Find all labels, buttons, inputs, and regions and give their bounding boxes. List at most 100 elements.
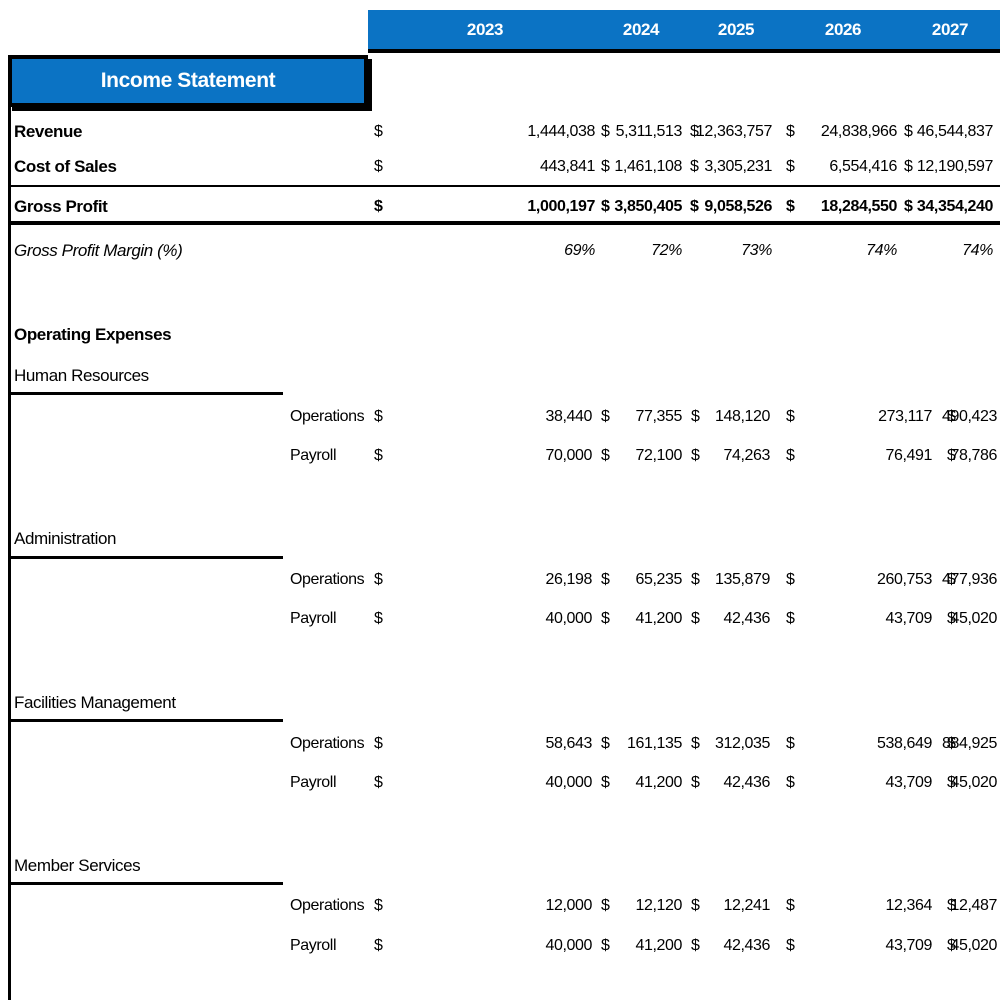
currency-symbol: $: [786, 198, 795, 215]
table-row-cost-of-sales: Cost of Sales $ 443,841 $ 1,461,108 $ 3,…: [0, 152, 1000, 182]
group-underline: [8, 392, 283, 395]
cell-value-2026: 273,117: [878, 408, 932, 425]
currency-symbol: $: [691, 610, 700, 627]
cell-value-2026: 74%: [866, 242, 897, 259]
currency-symbol: $: [947, 408, 956, 425]
cell-value-2024: 41,200: [635, 610, 682, 627]
section-heading-operating-expenses: Operating Expenses: [0, 320, 1000, 350]
row-label: Cost of Sales: [14, 157, 117, 176]
row-label: Payroll: [290, 774, 337, 791]
table-row-gross-profit: Gross Profit $ 1,000,197 $ 3,850,405 $ 9…: [0, 192, 1000, 222]
cell-value-2026: 6,554,416: [829, 158, 897, 175]
row-label: Payroll: [290, 447, 337, 464]
year-header-2023: 2023: [466, 20, 504, 39]
cell-value-2025: 312,035: [714, 735, 770, 752]
cell-value-2024: 12,120: [635, 897, 682, 914]
cell-value-2024: 1,461,108: [614, 158, 682, 175]
row-label: Gross Profit Margin (%): [14, 241, 183, 260]
currency-symbol: $: [374, 447, 383, 464]
section-heading-label: Operating Expenses: [14, 325, 172, 344]
cell-value-2027: 45,020: [950, 937, 997, 954]
group-underline: [8, 556, 283, 559]
table-row-revenue: Revenue $ 1,444,038 $ 5,311,513 $ 12,363…: [0, 117, 1000, 147]
currency-symbol: $: [786, 447, 795, 464]
row-label: Operations: [290, 408, 365, 425]
currency-symbol: $: [691, 937, 700, 954]
cell-value-2024: 65,235: [635, 571, 682, 588]
cell-value-2027: 12,487: [950, 897, 997, 914]
cell-value-2024: 41,200: [635, 937, 682, 954]
row-label: Operations: [290, 897, 365, 914]
currency-symbol: $: [374, 735, 383, 752]
cell-value-2026: 18,284,550: [820, 198, 897, 215]
cell-value-2025: 42,436: [723, 774, 770, 791]
cell-value-2024: 77,355: [635, 408, 682, 425]
currency-symbol: $: [786, 610, 795, 627]
cell-value-2027: 46,544,837: [916, 123, 993, 140]
cell-value-2026: 24,838,966: [820, 123, 897, 140]
table-row-admin-operations: Operations $ 26,198 $ 65,235 $ 135,879 $…: [0, 565, 1000, 595]
currency-symbol: $: [374, 198, 383, 215]
cell-value-2026: 260,753: [876, 571, 932, 588]
year-header-2025: 2025: [717, 20, 755, 39]
year-header-2026: 2026: [824, 20, 862, 39]
table-row-member-operations: Operations $ 12,000 $ 12,120 $ 12,241 $ …: [0, 891, 1000, 921]
cell-value-2026: 538,649: [876, 735, 932, 752]
cell-value-2025: 73%: [741, 242, 772, 259]
currency-symbol: $: [690, 123, 699, 140]
cell-value-2023: 69%: [564, 242, 595, 259]
currency-symbol: $: [691, 735, 700, 752]
currency-symbol: $: [374, 158, 383, 175]
cell-value-2026: 43,709: [885, 937, 932, 954]
cell-value-2027: 45,020: [950, 610, 997, 627]
year-header-band: 2023 2024 2025 2026 2027: [368, 10, 1000, 53]
cell-value-2026: 76,491: [885, 447, 932, 464]
currency-symbol: $: [904, 158, 913, 175]
cell-value-2023: 38,440: [545, 408, 592, 425]
currency-symbol: $: [690, 158, 699, 175]
divider-above-gross-profit: [8, 185, 1000, 187]
cell-value-2027: 12,190,597: [916, 158, 993, 175]
row-label: Revenue: [14, 122, 83, 141]
currency-symbol: $: [601, 610, 610, 627]
currency-symbol: $: [947, 774, 956, 791]
currency-symbol: $: [601, 158, 610, 175]
currency-symbol: $: [374, 610, 383, 627]
cell-value-2027: 34,354,240: [916, 198, 993, 215]
currency-symbol: $: [947, 897, 956, 914]
currency-symbol: $: [786, 774, 795, 791]
currency-symbol: $: [904, 198, 913, 215]
currency-symbol: $: [690, 198, 699, 215]
currency-symbol: $: [601, 198, 610, 215]
currency-symbol: $: [947, 571, 956, 588]
group-name: Human Resources: [14, 366, 149, 385]
cell-value-2025: 12,241: [723, 897, 770, 914]
cell-value-2025: 12,363,757: [695, 123, 772, 140]
currency-symbol: $: [601, 735, 610, 752]
cell-value-2025: 74,263: [723, 447, 770, 464]
currency-symbol: $: [691, 774, 700, 791]
currency-symbol: $: [691, 408, 700, 425]
currency-symbol: $: [947, 735, 956, 752]
cell-value-2024: 161,135: [626, 735, 682, 752]
currency-symbol: $: [601, 571, 610, 588]
cell-value-2023: 1,000,197: [527, 198, 595, 215]
cell-value-2027: 477,936: [941, 571, 997, 588]
table-row-hr-operations: Operations $ 38,440 $ 77,355 $ 148,120 $…: [0, 402, 1000, 432]
currency-symbol: $: [786, 158, 795, 175]
table-row-facilities-operations: Operations $ 58,643 $ 161,135 $ 312,035 …: [0, 729, 1000, 759]
cell-value-2023: 40,000: [545, 937, 592, 954]
cell-value-2023: 443,841: [539, 158, 595, 175]
group-name: Member Services: [14, 856, 141, 875]
cell-value-2026: 43,709: [885, 610, 932, 627]
cell-value-2027: 490,423: [941, 408, 997, 425]
row-label: Gross Profit: [14, 197, 108, 216]
cell-value-2024: 72,100: [635, 447, 682, 464]
group-underline: [8, 882, 283, 885]
group-heading-facilities-management: Facilities Management: [0, 688, 1000, 718]
left-border-line: [8, 104, 11, 1000]
currency-symbol: $: [904, 123, 913, 140]
currency-symbol: $: [374, 123, 383, 140]
table-row-hr-payroll: Payroll $ 70,000 $ 72,100 $ 74,263 $ 76,…: [0, 441, 1000, 471]
